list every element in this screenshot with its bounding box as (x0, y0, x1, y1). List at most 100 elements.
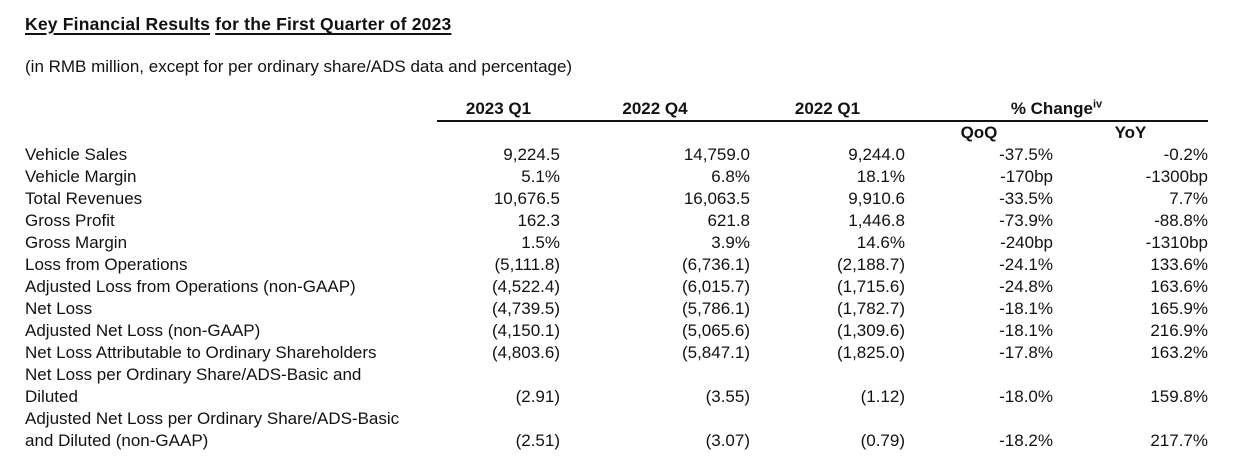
row-value-2022q1: (0.79) (860, 431, 905, 450)
row-value-2022q4: (3.55) (705, 387, 750, 406)
row-value-2023q1: (5,111.8) (494, 255, 560, 274)
row-value-yoy: 217.7% (1150, 431, 1208, 450)
row-value-2022q1: 9,910.6 (848, 189, 905, 208)
row-value-2022q4: (3.07) (705, 431, 750, 450)
financial-results-table: 2023 Q1 2022 Q4 2022 Q1 % Changeiv QoQ Y… (25, 98, 1208, 452)
row-value-2022q4: (5,065.6) (681, 321, 750, 340)
table-units-note: (in RMB million, except for per ordinary… (25, 57, 573, 76)
change-subheader-row: QoQ YoY (25, 122, 1208, 144)
footnote-marker-iv: iv (1093, 98, 1103, 111)
row-label: Total Revenues (25, 189, 143, 208)
table-row: Net Loss (4,739.5) (5,786.1) (1,782.7) -… (25, 298, 1208, 320)
row-label: Gross Margin (25, 233, 128, 252)
row-value-qoq: -24.1% (999, 255, 1053, 274)
row-value-yoy: -0.2% (1163, 145, 1208, 164)
table-row: Total Revenues 10,676.5 16,063.5 9,910.6… (25, 188, 1208, 210)
row-value-2022q4: (5,847.1) (681, 343, 750, 362)
row-value-yoy: 133.6% (1150, 255, 1208, 274)
row-value-2022q4: (6,736.1) (681, 255, 750, 274)
row-value-2023q1: 1.5% (521, 233, 560, 252)
row-value-qoq: -18.1% (999, 321, 1053, 340)
row-value-2022q1: (1,782.7) (836, 299, 905, 318)
row-value-qoq: -18.0% (999, 387, 1053, 406)
row-value-qoq: -170bp (1000, 167, 1053, 186)
row-value-2022q1: (1,715.6) (836, 277, 905, 296)
row-value-2023q1: (4,803.6) (491, 343, 560, 362)
row-value-qoq: -18.2% (999, 431, 1053, 450)
column-header-qoq: QoQ (960, 123, 998, 142)
table-row: Net Loss Attributable to Ordinary Shareh… (25, 342, 1208, 364)
row-value-2022q1: 1,446.8 (848, 211, 905, 230)
row-value-2022q4: 621.8 (707, 211, 750, 230)
table-row: Gross Margin 1.5% 3.9% 14.6% -240bp -131… (25, 232, 1208, 254)
period-header-row: 2023 Q1 2022 Q4 2022 Q1 % Changeiv (25, 98, 1208, 122)
column-header-2022q1: 2022 Q1 (794, 99, 861, 118)
row-value-2022q4: (6,015.7) (681, 277, 750, 296)
row-value-yoy: 163.6% (1150, 277, 1208, 296)
row-label: Adjusted Net Loss per Ordinary Share/ADS… (25, 409, 400, 450)
row-value-2023q1: 162.3 (517, 211, 560, 230)
row-value-yoy: -88.8% (1154, 211, 1208, 230)
header-columns: 2023 Q1 2022 Q4 2022 Q1 % Changeiv (437, 98, 1208, 122)
row-value-yoy: 159.8% (1150, 387, 1208, 406)
row-value-2023q1: (4,150.1) (491, 321, 560, 340)
table-row: Adjusted Net Loss (non-GAAP) (4,150.1) (… (25, 320, 1208, 342)
row-value-2022q4: 3.9% (711, 233, 750, 252)
row-value-2022q1: (2,188.7) (836, 255, 905, 274)
row-value-qoq: -73.9% (999, 211, 1053, 230)
column-header-percent-change: % Changeiv (905, 98, 1208, 120)
row-value-yoy: 165.9% (1150, 299, 1208, 318)
row-value-2023q1: 10,676.5 (493, 189, 560, 208)
row-value-2022q1: (1,825.0) (836, 343, 905, 362)
row-label: Gross Profit (25, 211, 115, 230)
row-value-2023q1: 5.1% (521, 167, 560, 186)
table-row: Net Loss per Ordinary Share/ADS-Basic an… (25, 364, 1208, 408)
row-value-2023q1: (4,522.4) (491, 277, 560, 296)
row-value-2022q1: 9,244.0 (848, 145, 905, 164)
row-value-2022q4: 6.8% (711, 167, 750, 186)
row-label: Net Loss Attributable to Ordinary Shareh… (25, 343, 377, 362)
row-label: Vehicle Sales (25, 145, 128, 164)
row-value-qoq: -17.8% (999, 343, 1053, 362)
page-title: Key Financial Results for the First Quar… (25, 13, 1233, 35)
row-value-qoq: -37.5% (999, 145, 1053, 164)
table-body: Vehicle Sales 9,224.5 14,759.0 9,244.0 -… (25, 144, 1208, 452)
row-label: Adjusted Net Loss (non-GAAP) (25, 321, 261, 340)
row-value-2022q4: (5,786.1) (681, 299, 750, 318)
row-value-qoq: -33.5% (999, 189, 1053, 208)
table-row: Vehicle Margin 5.1% 6.8% 18.1% -170bp -1… (25, 166, 1208, 188)
table-row: Loss from Operations (5,111.8) (6,736.1)… (25, 254, 1208, 276)
column-header-2023q1: 2023 Q1 (465, 99, 532, 118)
row-value-yoy: -1300bp (1145, 167, 1208, 186)
page-title-part1: Key Financial Results (25, 14, 211, 34)
row-value-2022q1: (1,309.6) (836, 321, 905, 340)
row-value-qoq: -240bp (1000, 233, 1053, 252)
subheader-spacer (25, 122, 905, 144)
column-header-2022q4: 2022 Q4 (622, 99, 688, 118)
row-value-qoq: -18.1% (999, 299, 1053, 318)
table-row: Adjusted Net Loss per Ordinary Share/ADS… (25, 408, 1208, 452)
row-value-yoy: -1310bp (1145, 233, 1208, 252)
page-title-part2: for the First Quarter of 2023 (215, 14, 452, 34)
column-header-yoy: YoY (1114, 123, 1147, 142)
row-value-2022q1: 14.6% (856, 233, 905, 252)
row-value-2023q1: (4,739.5) (491, 299, 560, 318)
row-label: Loss from Operations (25, 255, 188, 274)
table-row: Gross Profit 162.3 621.8 1,446.8 -73.9% … (25, 210, 1208, 232)
row-label: Net Loss (25, 299, 93, 318)
row-value-yoy: 163.2% (1150, 343, 1208, 362)
table-row: Vehicle Sales 9,224.5 14,759.0 9,244.0 -… (25, 144, 1208, 166)
row-value-2022q1: (1.12) (860, 387, 905, 406)
row-value-2023q1: (2.91) (515, 387, 560, 406)
row-value-2023q1: 9,224.5 (503, 145, 560, 164)
row-value-2022q1: 18.1% (856, 167, 905, 186)
row-label: Net Loss per Ordinary Share/ADS-Basic an… (25, 365, 362, 406)
percent-change-label: % Change (1010, 99, 1093, 118)
row-label: Vehicle Margin (25, 167, 137, 186)
row-value-yoy: 7.7% (1169, 189, 1208, 208)
row-label: Adjusted Loss from Operations (non-GAAP) (25, 277, 356, 296)
row-value-2022q4: 16,063.5 (683, 189, 750, 208)
row-value-2023q1: (2.51) (515, 431, 560, 450)
row-value-yoy: 216.9% (1150, 321, 1208, 340)
